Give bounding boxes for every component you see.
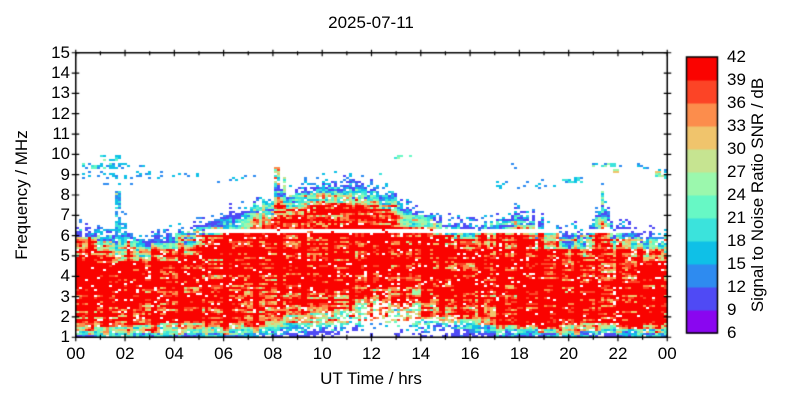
x-tick-label: 10 [312, 344, 332, 363]
x-tick-label: 06 [214, 344, 234, 363]
colorbar-tick-label: 18 [727, 231, 746, 250]
x-tick-label: 08 [263, 344, 283, 363]
y-tick-label: 15 [51, 42, 70, 62]
y-tick-label: 11 [52, 124, 70, 144]
x-tick-label: 18 [509, 344, 529, 363]
x-tick-label: 20 [559, 344, 579, 363]
x-tick-label: 14 [411, 344, 431, 363]
y-tick-label: 4 [60, 266, 70, 286]
y-tick-label: 6 [60, 225, 70, 245]
colorbar-tick-label: 24 [727, 185, 746, 204]
y-tick-label: 10 [51, 144, 70, 164]
colorbar-tick-label: 15 [727, 254, 746, 273]
y-axis-label: Frequency / MHz [12, 130, 31, 260]
colorbar-tick-label: 9 [727, 300, 737, 319]
colorbar-tick-label: 21 [727, 208, 746, 227]
y-tick-label: 9 [60, 164, 70, 184]
colorbar-tick-label: 6 [727, 323, 737, 342]
y-tick-label: 3 [60, 286, 70, 306]
x-tick-label: 00 [66, 344, 86, 363]
x-tick-label: 02 [115, 344, 135, 363]
colorbar-tick-label: 42 [727, 47, 746, 66]
x-tick-label: 00 [657, 344, 677, 363]
y-tick-label: 5 [60, 245, 70, 265]
colorbar-tick-label: 36 [727, 93, 746, 112]
colorbar-tick-label: 33 [727, 116, 746, 135]
x-tick-label: 22 [608, 344, 628, 363]
x-tick-label: 04 [164, 344, 184, 363]
colorbar-tick-label: 39 [727, 70, 746, 89]
y-tick-label: 7 [60, 205, 70, 225]
x-tick-label: 16 [460, 344, 480, 363]
y-tick-label: 8 [60, 185, 70, 204]
x-tick-label: 12 [362, 344, 381, 363]
y-tick-label: 13 [51, 83, 70, 103]
plot-title: 2025-07-11 [328, 13, 414, 32]
y-tick-label: 2 [60, 306, 70, 326]
x-axis-label: UT Time / hrs [320, 369, 422, 388]
y-tick-label: 12 [51, 103, 70, 123]
y-tick-label: 1 [60, 327, 70, 347]
colorbar-tick-label: 12 [727, 277, 746, 296]
y-tick-label: 14 [51, 63, 70, 83]
colorbar-tick-label: 30 [727, 139, 746, 158]
colorbar-tick-label: 27 [727, 162, 746, 181]
